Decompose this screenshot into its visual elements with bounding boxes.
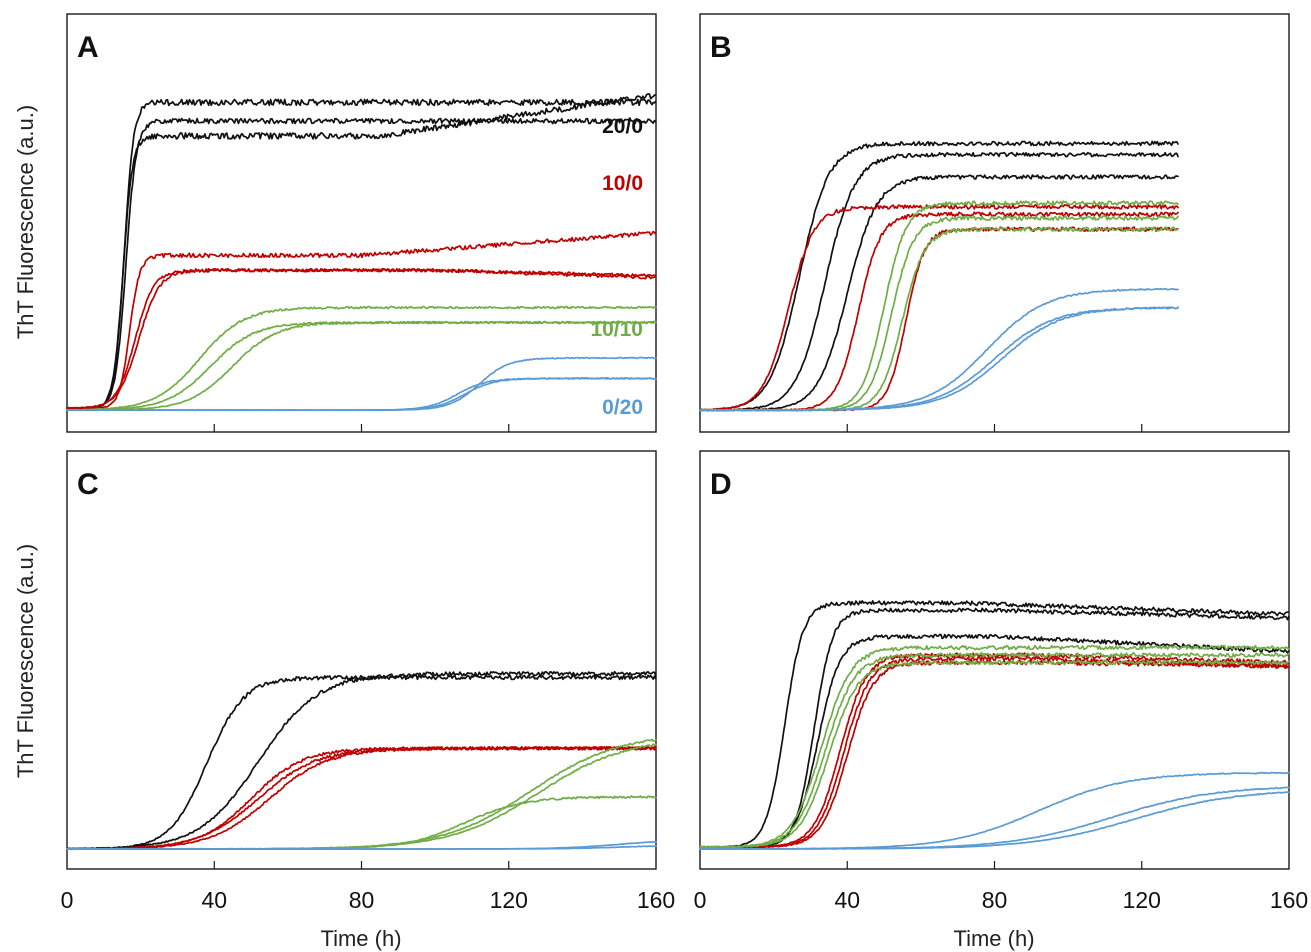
trace-b-0-20-11 bbox=[699, 306, 1179, 412]
trace-b-0-20-10 bbox=[699, 287, 1179, 412]
series-label-10-0: 10/0 bbox=[602, 172, 643, 195]
x-tick-label: 0 bbox=[694, 887, 707, 913]
trace-d-0-20-11 bbox=[699, 786, 1290, 850]
trace-a-10-10-7 bbox=[66, 305, 657, 411]
panel-c-frame bbox=[66, 450, 657, 870]
trace-c-20-0-1 bbox=[66, 674, 657, 851]
trace-b-20-0-3 bbox=[699, 174, 1179, 412]
trace-b-0-20-12 bbox=[699, 306, 1179, 412]
trace-d-20-0-2 bbox=[699, 607, 1290, 849]
trace-b-10-0-5 bbox=[699, 211, 1179, 412]
panel-c-traces bbox=[66, 670, 657, 851]
panel-a-x-ticks bbox=[213, 424, 510, 432]
trace-c-10-10-8 bbox=[66, 795, 657, 851]
trace-c-10-0-5 bbox=[66, 745, 657, 851]
x-axis-title-left: Time (h) bbox=[320, 926, 401, 951]
trace-a-10-0-4 bbox=[66, 230, 657, 410]
trace-c-0-20-10 bbox=[66, 845, 657, 850]
trace-d-10-0-6 bbox=[699, 659, 1290, 849]
panel-b-frame bbox=[699, 13, 1290, 433]
trace-a-10-10-8 bbox=[66, 320, 657, 411]
trace-d-10-0-4 bbox=[699, 652, 1290, 849]
panel-b-x-ticks bbox=[846, 424, 1143, 432]
x-tick-label: 160 bbox=[1270, 887, 1308, 913]
x-tick-label: 160 bbox=[637, 887, 675, 913]
trace-a-20-0-3 bbox=[66, 117, 657, 410]
trace-a-20-0-1 bbox=[66, 98, 657, 410]
trace-d-0-20-12 bbox=[699, 791, 1290, 850]
panel-c-letter: C bbox=[77, 468, 99, 501]
trace-d-20-0-1 bbox=[699, 600, 1290, 849]
panel-a-traces bbox=[66, 93, 657, 412]
series-label-10-10: 10/10 bbox=[590, 318, 643, 341]
panel-d: 0 40 80 120 160 D bbox=[694, 450, 1308, 913]
panel-c: 0 40 80 120 160 C bbox=[61, 450, 675, 913]
trace-d-10-10-8 bbox=[699, 652, 1290, 849]
trace-b-10-0-6 bbox=[699, 226, 1179, 412]
panel-a: A 20/0 10/0 10/10 0/20 bbox=[66, 13, 657, 433]
x-tick-label: 0 bbox=[61, 887, 74, 913]
trace-b-10-10-9 bbox=[699, 226, 1179, 412]
x-tick-label: 120 bbox=[490, 887, 528, 913]
trace-b-20-0-1 bbox=[699, 140, 1179, 412]
trace-b-10-10-8 bbox=[699, 215, 1179, 412]
trace-d-10-10-9 bbox=[699, 659, 1290, 849]
x-tick-label: 40 bbox=[834, 887, 860, 913]
y-axis-title-bottom: ThT Fluorescence (a.u.) bbox=[13, 544, 38, 778]
trace-c-10-10-7 bbox=[66, 743, 657, 851]
trace-a-0-20-12 bbox=[66, 377, 657, 412]
trace-a-10-0-6 bbox=[66, 267, 657, 409]
panel-a-letter: A bbox=[77, 31, 99, 64]
trace-d-10-0-5 bbox=[699, 655, 1290, 849]
trace-a-0-20-10 bbox=[66, 356, 657, 412]
panel-c-x-ticks: 0 40 80 120 160 bbox=[61, 861, 675, 913]
panel-d-letter: D bbox=[710, 468, 732, 501]
x-tick-label: 120 bbox=[1123, 887, 1161, 913]
panel-b: B bbox=[699, 13, 1290, 433]
x-axis-title-right: Time (h) bbox=[953, 926, 1034, 951]
panel-d-x-ticks: 0 40 80 120 160 bbox=[694, 861, 1308, 913]
trace-a-10-10-9 bbox=[66, 320, 657, 412]
x-tick-label: 80 bbox=[349, 887, 375, 913]
y-axis-title-top: ThT Fluorescence (a.u.) bbox=[13, 105, 38, 339]
trace-a-0-20-11 bbox=[66, 377, 657, 412]
trace-a-10-0-5 bbox=[66, 267, 657, 410]
trace-b-20-0-2 bbox=[699, 151, 1179, 412]
panel-b-traces bbox=[699, 140, 1179, 412]
panel-b-letter: B bbox=[710, 31, 732, 64]
panel-a-frame bbox=[66, 13, 657, 433]
x-tick-label: 40 bbox=[201, 887, 227, 913]
series-label-0-20: 0/20 bbox=[602, 396, 643, 419]
trace-b-10-0-4 bbox=[699, 204, 1179, 412]
trace-d-0-20-10 bbox=[699, 771, 1290, 850]
x-tick-label: 80 bbox=[982, 887, 1008, 913]
trace-a-20-0-2 bbox=[66, 93, 657, 410]
series-label-20-0: 20/0 bbox=[602, 115, 643, 138]
trace-c-10-10-6 bbox=[66, 738, 657, 851]
trace-c-20-0-2 bbox=[66, 670, 657, 850]
panel-d-traces bbox=[699, 600, 1290, 850]
trace-d-10-10-7 bbox=[699, 644, 1290, 849]
